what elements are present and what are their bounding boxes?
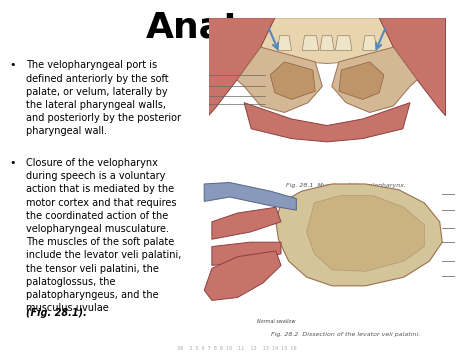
Polygon shape [237, 47, 322, 113]
Polygon shape [320, 36, 334, 50]
Polygon shape [244, 103, 410, 142]
Text: Anatomy: Anatomy [146, 11, 328, 45]
Text: (Fig. 28.1).: (Fig. 28.1). [26, 308, 87, 318]
Polygon shape [270, 62, 315, 99]
Polygon shape [276, 184, 442, 286]
Polygon shape [307, 196, 424, 271]
Polygon shape [277, 36, 292, 50]
Polygon shape [212, 242, 281, 266]
Text: The velopharyngeal port is
defined anteriorly by the soft
palate, or velum, late: The velopharyngeal port is defined anter… [26, 60, 181, 136]
Polygon shape [336, 36, 352, 50]
Text: •: • [9, 60, 16, 70]
Polygon shape [261, 18, 393, 64]
Text: Closure of the velopharynx
during speech is a voluntary
action that is mediated : Closure of the velopharynx during speech… [26, 158, 182, 313]
Polygon shape [339, 62, 384, 99]
Polygon shape [209, 18, 275, 116]
Polygon shape [204, 182, 296, 210]
Text: •: • [9, 158, 16, 168]
Text: Normal swallow: Normal swallow [256, 319, 295, 324]
Text: Fig. 28.2  Dissection of the levator veli palatini.: Fig. 28.2 Dissection of the levator veli… [272, 332, 420, 337]
Text: Fig. 28.1  Muscles of the velopharynx.: Fig. 28.1 Muscles of the velopharynx. [286, 183, 406, 188]
Polygon shape [204, 251, 281, 300]
Polygon shape [363, 36, 377, 50]
Polygon shape [332, 47, 417, 113]
Polygon shape [379, 18, 446, 116]
Polygon shape [302, 36, 319, 50]
Text: 36    3  5  6  7  8  9  10    11    12    13  14  15  16: 36 3 5 6 7 8 9 10 11 12 13 14 15 16 [177, 346, 297, 351]
Polygon shape [212, 207, 281, 239]
